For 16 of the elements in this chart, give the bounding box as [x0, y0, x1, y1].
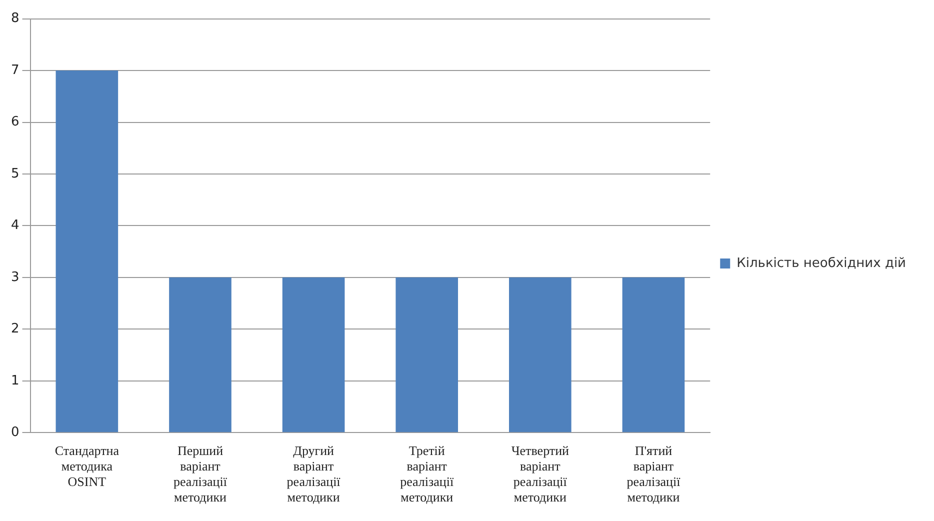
y-tick-label: 7	[10, 62, 20, 78]
x-tick-label: Четвертий варіант реалізації методики	[511, 442, 570, 505]
x-tick-label: Третій варіант реалізації методики	[400, 442, 454, 505]
legend-label: Кількість необхідних дій	[736, 256, 906, 271]
y-tick-label: 4	[10, 218, 20, 234]
y-tick-label: 5	[10, 166, 20, 182]
y-tick-label: 8	[10, 11, 20, 26]
y-tick-label: 6	[10, 114, 20, 130]
y-tick-label: 2	[10, 322, 20, 337]
x-tick-label: Перший варіант реалізації методики	[173, 442, 228, 505]
x-tick-label: Стандартна методика OSINT	[54, 442, 120, 490]
x-tick-label: П'ятий варіант реалізації методики	[626, 442, 681, 505]
x-tick-label: Другий варіант реалізації методики	[286, 442, 341, 505]
y-tick-label: 1	[10, 373, 20, 388]
y-tick-label: 3	[10, 270, 20, 285]
y-tick-label: 0	[10, 424, 20, 440]
